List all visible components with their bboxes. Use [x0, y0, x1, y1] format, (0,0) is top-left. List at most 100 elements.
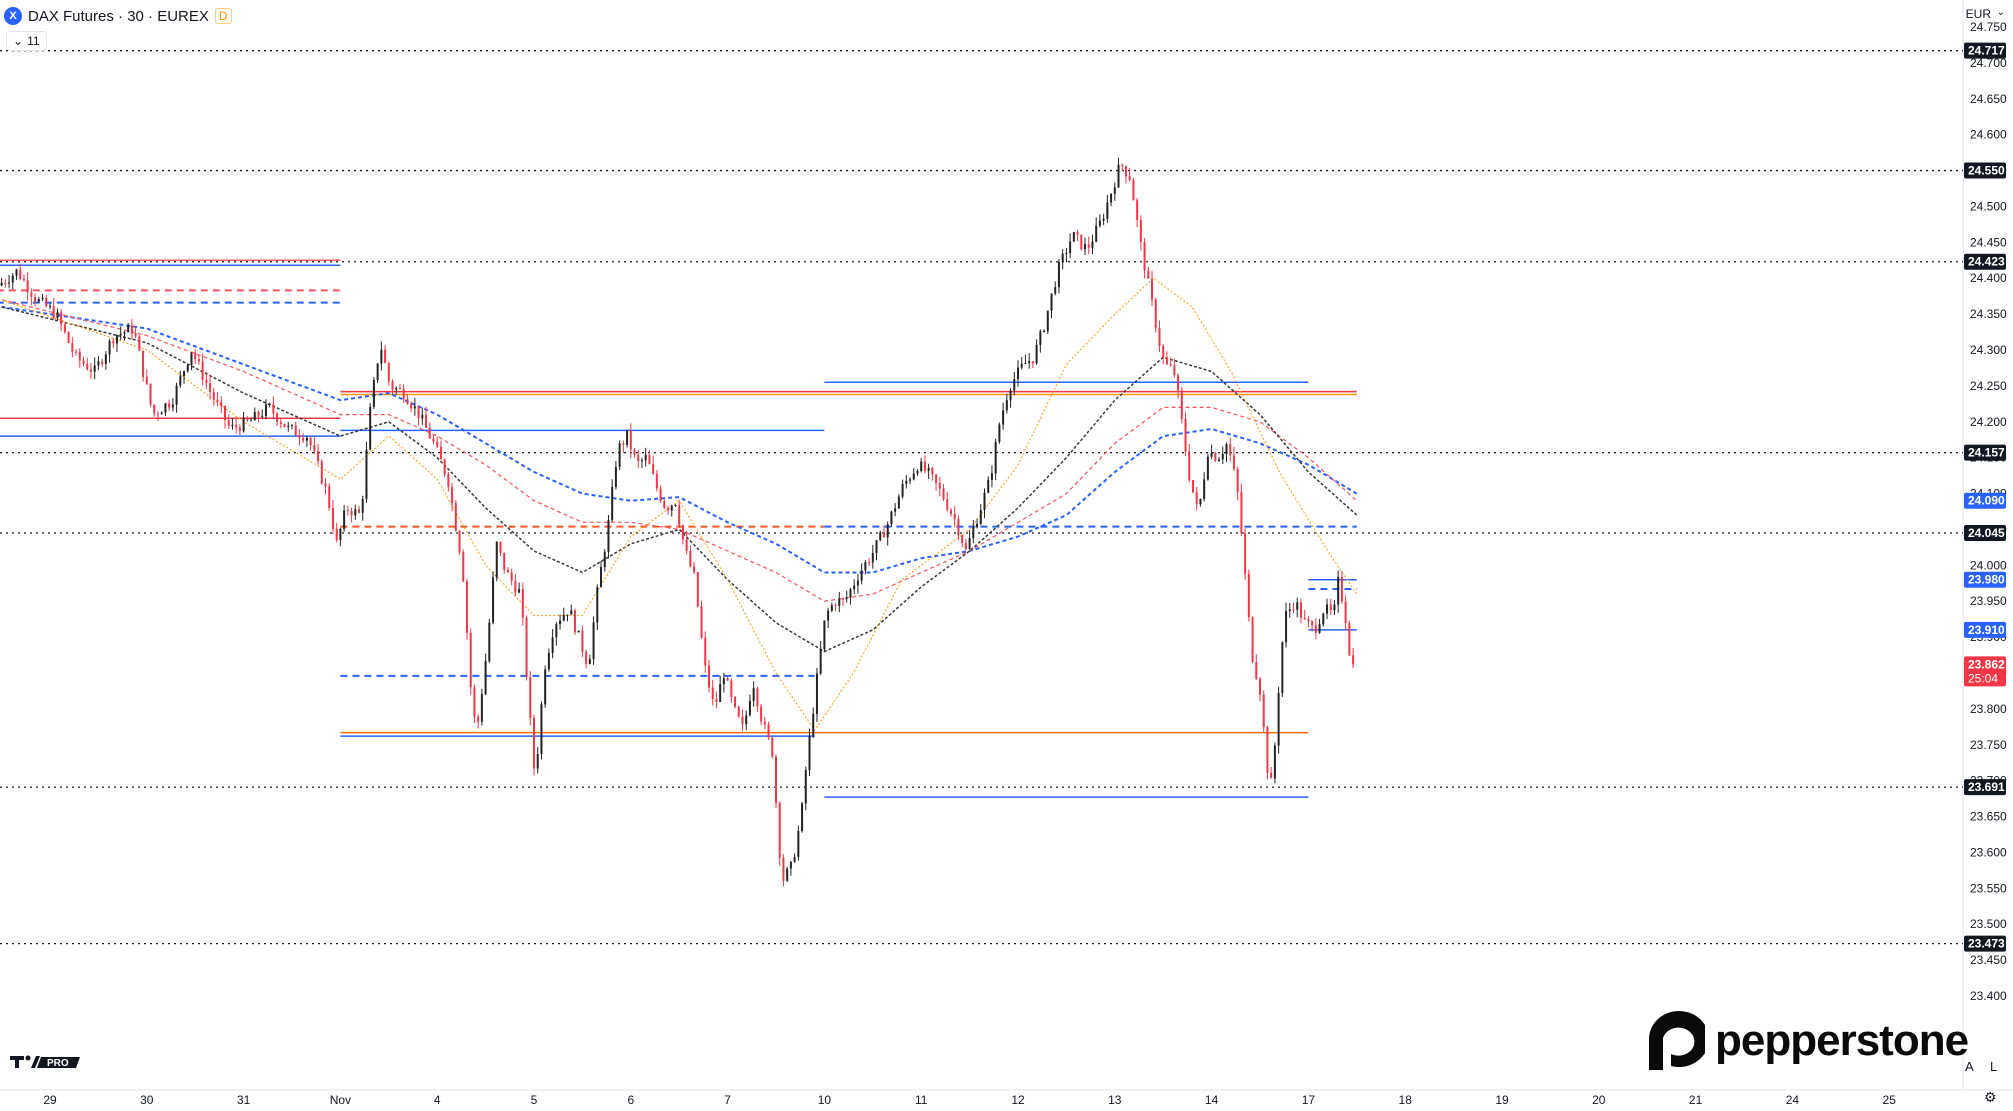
candle-body	[655, 473, 658, 489]
candle-body	[1326, 604, 1329, 614]
candle-body	[1314, 625, 1317, 633]
candle-body	[231, 424, 234, 426]
candle-body	[1352, 655, 1355, 665]
chart-title[interactable]: DAX Futures · 30 · EUREX	[28, 7, 209, 25]
candle-body	[49, 306, 51, 308]
candle-body	[715, 699, 718, 702]
candle-body	[291, 425, 293, 427]
candle-body	[566, 614, 569, 616]
candle-body	[689, 550, 692, 567]
candle-body	[573, 610, 576, 633]
candle-body	[1162, 345, 1165, 358]
indicators-toggle-button[interactable]: ⌄ 11	[6, 31, 47, 51]
time-tick-label: 12	[1011, 1093, 1025, 1107]
time-tick-label: 4	[434, 1093, 441, 1107]
candle-body	[369, 406, 372, 450]
candle-body	[864, 562, 867, 571]
candle-body	[387, 362, 390, 382]
candle-body	[801, 803, 804, 831]
level-price-badge-label: 24.045	[1968, 526, 2005, 540]
candle-body	[1318, 624, 1321, 633]
candle-body	[812, 713, 815, 736]
candle-body	[696, 572, 699, 607]
candle-body	[1180, 390, 1183, 419]
delayed-badge: D	[214, 8, 232, 24]
candle-body	[547, 652, 550, 670]
candle-body	[614, 466, 617, 487]
candle-body	[1128, 176, 1131, 180]
candle-body	[704, 637, 707, 666]
time-tick-label: 14	[1205, 1093, 1219, 1107]
candle-body	[990, 473, 993, 480]
candle-body	[842, 598, 845, 600]
candle-body	[875, 540, 878, 554]
candle-body	[1072, 232, 1075, 242]
candle-body	[71, 342, 74, 352]
price-tick-label: 23.800	[1970, 702, 2007, 716]
candle-body	[640, 460, 643, 462]
candle-body	[544, 669, 547, 705]
price-tick-label: 24.650	[1970, 92, 2007, 106]
level-price-badge	[1964, 162, 2006, 179]
candle-body	[581, 630, 584, 652]
candle-body	[56, 312, 59, 318]
candle-body	[529, 677, 532, 718]
candle-body	[559, 620, 562, 625]
candle-body	[22, 278, 25, 281]
candle-body	[827, 610, 830, 621]
currency-chevron-icon[interactable]: ⌄	[1996, 7, 2005, 18]
candle-body	[953, 513, 956, 520]
candle-body	[1005, 400, 1008, 411]
candle-body	[1214, 452, 1217, 462]
candle-body	[134, 333, 137, 337]
candle-body	[1050, 293, 1053, 311]
candle-body	[909, 479, 912, 481]
candle-body	[633, 449, 636, 455]
level-price-badge	[1964, 525, 2006, 542]
candle-body	[734, 696, 737, 707]
candle-body	[1307, 619, 1310, 622]
candle-body	[19, 269, 22, 279]
log-scale-button[interactable]: L	[1990, 1059, 1998, 1074]
auto-scale-button[interactable]: A	[1965, 1059, 1974, 1074]
candle-body	[201, 361, 204, 380]
candle-body	[443, 459, 446, 475]
candle-body	[678, 504, 681, 526]
time-tick-label: 21	[1689, 1093, 1703, 1107]
candle-body	[652, 464, 655, 474]
candle-body	[82, 360, 85, 364]
level-price-badge-label: 24.423	[1968, 255, 2005, 269]
candle-body	[212, 391, 215, 400]
currency-selector[interactable]: EUR	[1965, 7, 1991, 21]
candle-body	[663, 500, 666, 508]
level-price-badge	[1964, 935, 2006, 952]
level-price-badge	[1964, 42, 2006, 59]
indicator-price-badge-label: 24.090	[1968, 494, 2005, 508]
candle-body	[838, 598, 841, 606]
candle-body	[726, 678, 729, 681]
candle-body	[37, 299, 40, 302]
candle-body	[406, 399, 409, 404]
candle-body	[1340, 576, 1343, 602]
candle-body	[693, 566, 696, 573]
candle-body	[328, 486, 331, 509]
candle-body	[1043, 331, 1046, 333]
chevron-down-icon: ⌄	[13, 34, 24, 48]
candle-body	[469, 632, 472, 688]
symbol-logo-icon: X	[4, 7, 22, 25]
candle-body	[938, 483, 941, 489]
candle-body	[1057, 262, 1060, 288]
tradingview-logo[interactable]: PRO	[10, 1054, 80, 1075]
candle-body	[1002, 410, 1005, 425]
candle-body	[0, 282, 3, 286]
settings-gear-icon[interactable]: ⚙	[1984, 1089, 1997, 1105]
candle-body	[1017, 367, 1019, 379]
candle-body	[1255, 661, 1258, 679]
price-tick-label: 24.700	[1970, 56, 2007, 70]
candle-body	[506, 569, 509, 573]
candle-body	[961, 535, 964, 544]
price-tick-label: 23.600	[1970, 845, 2007, 859]
candle-body	[894, 508, 897, 512]
candle-body	[890, 511, 893, 525]
